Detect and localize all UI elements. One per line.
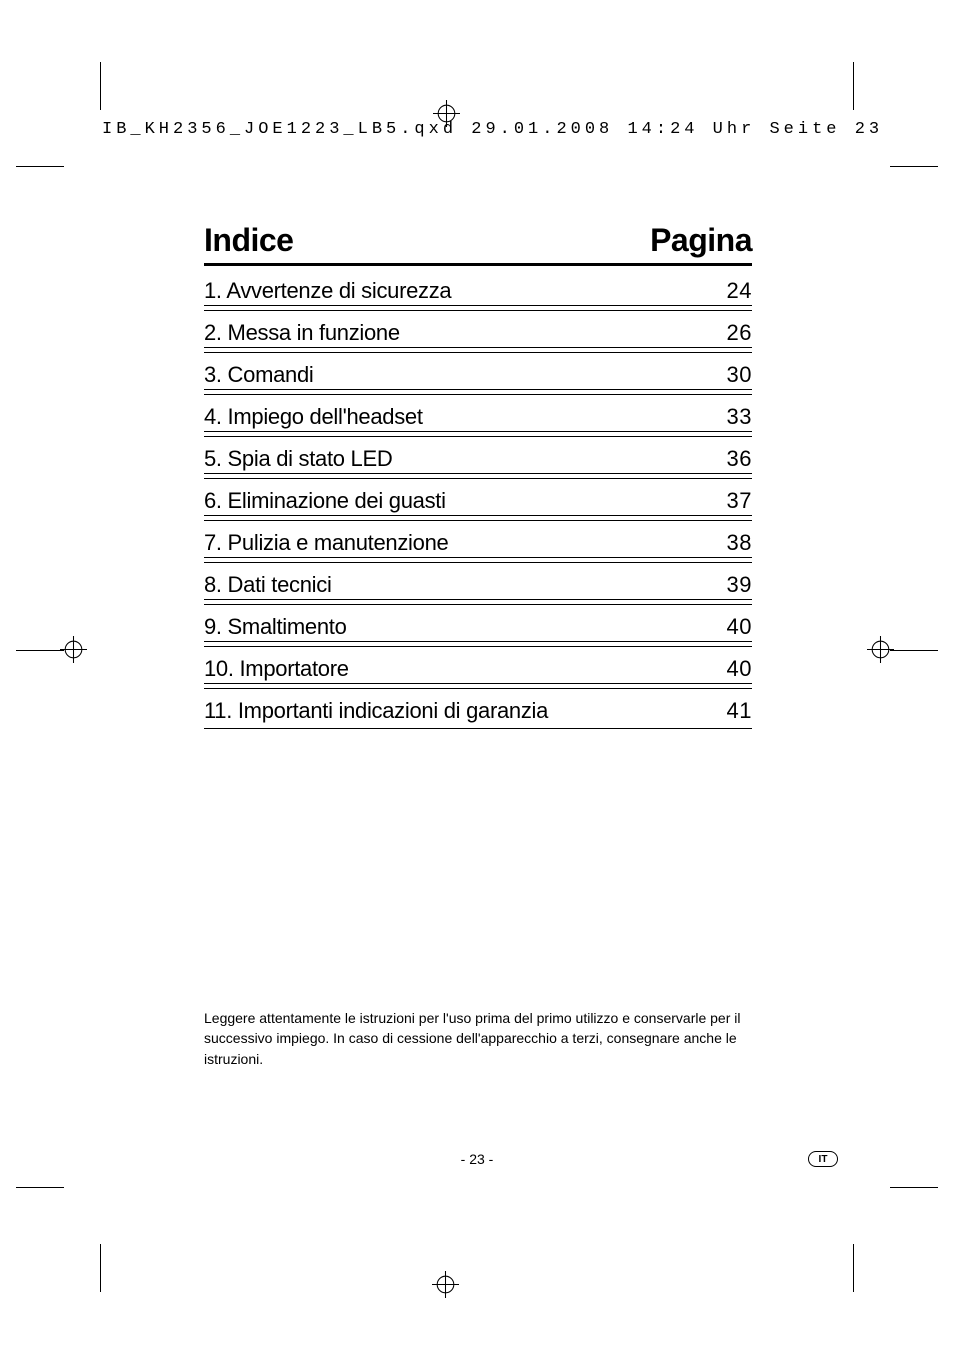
toc-item-page: 24	[727, 278, 752, 304]
toc-item-page: 26	[727, 320, 752, 346]
toc-row: 2. Messa in funzione 26	[204, 314, 752, 350]
footer-note: Leggere attentamente le istruzioni per l…	[204, 1008, 752, 1069]
toc-item-label: 2. Messa in funzione	[204, 320, 400, 346]
toc-item-page: 40	[727, 614, 752, 640]
toc-item-page: 36	[727, 446, 752, 472]
toc-item-label: 1. Avvertenze di sicurezza	[204, 278, 451, 304]
toc-header-row: Indice Pagina	[204, 222, 752, 266]
crop-mark	[100, 1244, 101, 1292]
crop-mark	[890, 1187, 938, 1188]
crop-mark	[890, 650, 938, 651]
toc-row: 8. Dati tecnici 39	[204, 566, 752, 602]
toc-page-heading: Pagina	[650, 222, 752, 259]
crop-mark	[16, 166, 64, 167]
toc-row: 6. Eliminazione dei guasti 37	[204, 482, 752, 518]
registration-mark-icon	[432, 1271, 459, 1298]
toc-item-page: 30	[727, 362, 752, 388]
prepress-header-line: IB_KH2356_JOE1223_LB5.qxd 29.01.2008 14:…	[102, 120, 883, 139]
registration-mark-icon	[60, 636, 87, 663]
toc-item-page: 40	[727, 656, 752, 682]
toc-row: 3. Comandi 30	[204, 356, 752, 392]
toc-item-label: 10. Importatore	[204, 656, 349, 682]
toc-row: 1. Avvertenze di sicurezza 24	[204, 272, 752, 308]
toc-item-label: 5. Spia di stato LED	[204, 446, 392, 472]
registration-mark-icon	[867, 636, 894, 663]
toc-item-page: 33	[727, 404, 752, 430]
toc-row: 10. Importatore 40	[204, 650, 752, 686]
toc-item-page: 38	[727, 530, 752, 556]
crop-mark	[16, 1187, 64, 1188]
toc-item-label: 11. Importanti indicazioni di garanzia	[204, 698, 548, 724]
toc-row: 5. Spia di stato LED 36	[204, 440, 752, 476]
crop-mark	[100, 62, 101, 110]
language-badge: IT	[808, 1151, 838, 1167]
crop-mark	[16, 650, 64, 651]
toc-item-label: 3. Comandi	[204, 362, 314, 388]
crop-mark	[890, 166, 938, 167]
toc-container: Indice Pagina 1. Avvertenze di sicurezza…	[204, 222, 752, 729]
toc-item-page: 39	[727, 572, 752, 598]
toc-item-label: 4. Impiego dell'headset	[204, 404, 423, 430]
toc-item-label: 9. Smaltimento	[204, 614, 347, 640]
toc-item-page: 37	[727, 488, 752, 514]
crop-mark	[853, 62, 854, 110]
toc-row: 4. Impiego dell'headset 33	[204, 398, 752, 434]
toc-item-label: 6. Eliminazione dei guasti	[204, 488, 446, 514]
toc-row: 9. Smaltimento 40	[204, 608, 752, 644]
toc-item-label: 8. Dati tecnici	[204, 572, 332, 598]
toc-row: 7. Pulizia e manutenzione 38	[204, 524, 752, 560]
crop-mark	[853, 1244, 854, 1292]
toc-row: 11. Importanti indicazioni di garanzia 4…	[204, 692, 752, 729]
toc-item-page: 41	[727, 698, 752, 724]
toc-item-label: 7. Pulizia e manutenzione	[204, 530, 448, 556]
toc-title: Indice	[204, 222, 293, 259]
